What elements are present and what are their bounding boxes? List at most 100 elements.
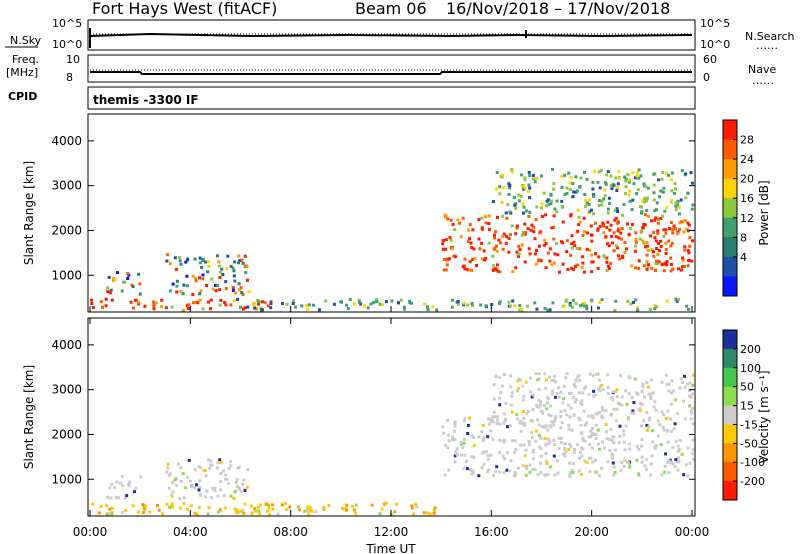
velocity-echo-cell xyxy=(394,502,398,506)
power-echo-cell xyxy=(664,228,668,232)
power-echo-cell xyxy=(201,277,205,281)
power-echo-cell xyxy=(487,228,491,232)
power-echo-cell xyxy=(654,208,658,212)
power-echo-cell xyxy=(445,258,449,262)
power-echo-cell xyxy=(583,193,587,196)
power-echo-cell xyxy=(466,240,470,244)
velocity-echo-cell xyxy=(531,468,535,471)
velocity-echo-cell xyxy=(606,373,610,377)
velocity-echo-cell xyxy=(582,439,586,442)
power-echo-cell xyxy=(206,270,210,274)
power-echo-cell xyxy=(650,266,654,270)
velocity-echo-cell xyxy=(174,483,178,487)
power-echo-cell xyxy=(410,301,413,305)
power-echo-cell xyxy=(605,269,609,272)
velocity-echo-cell xyxy=(378,512,382,516)
velocity-echo-cell xyxy=(468,416,472,420)
power-echo-cell xyxy=(670,171,674,175)
velocity-echo-cell xyxy=(105,504,109,508)
velocity-echo-cell xyxy=(640,424,643,428)
power-echo-cell xyxy=(590,208,593,212)
power-echo-cell xyxy=(513,203,517,207)
velocity-echo-cell xyxy=(384,501,388,505)
velocity-echo-cell xyxy=(544,378,548,382)
power-echo-cell xyxy=(538,231,542,235)
velocity-echo-cell xyxy=(575,443,579,447)
power-echo-cell xyxy=(679,198,683,202)
power-echo-cell xyxy=(504,211,508,215)
velocity-echo-cell xyxy=(454,450,458,454)
velocity-echo-cell xyxy=(128,480,132,484)
power-echo-cell xyxy=(666,299,669,303)
power-echo-cell xyxy=(670,189,674,193)
velocity-echo-cell xyxy=(632,401,636,405)
velocity-echo-cell xyxy=(234,480,238,484)
velocity-echo-cell xyxy=(674,398,678,402)
velocity-echo-cell xyxy=(660,473,664,477)
velocity-echo-cell xyxy=(598,474,602,478)
power-echo-cell xyxy=(177,255,181,259)
velocity-echo-cell xyxy=(472,470,476,474)
velocity-echo-cell xyxy=(298,508,301,512)
power-echo-cell xyxy=(635,174,639,178)
power-echo-cell xyxy=(646,265,650,269)
power-echo-cell xyxy=(534,218,538,221)
velocity-echo-cell xyxy=(504,402,508,405)
power-echo-cell xyxy=(528,174,532,177)
power-echo-cell xyxy=(636,188,640,192)
velocity-echo-cell xyxy=(268,512,272,516)
velocity-echo-cell xyxy=(257,509,261,513)
velocity-echo-cell xyxy=(550,379,554,382)
velocity-echo-cell xyxy=(131,504,135,508)
velocity-echo-cell xyxy=(447,468,451,472)
colorbar-swatch xyxy=(723,120,737,141)
power-echo-cell xyxy=(542,191,546,195)
power-echo-cell xyxy=(613,218,617,222)
velocity-echo-cell xyxy=(595,372,598,376)
velocity-echo-cell xyxy=(666,459,670,462)
y-tick-label: 2000 xyxy=(51,223,82,237)
velocity-echo-cell xyxy=(470,434,474,438)
velocity-echo-cell xyxy=(216,494,220,498)
power-echo-cell xyxy=(618,257,622,261)
power-echo-cell xyxy=(564,299,568,303)
velocity-echo-cell xyxy=(578,379,582,383)
velocity-echo-cell xyxy=(611,453,615,457)
velocity-echo-cell xyxy=(552,374,556,378)
power-echo-cell xyxy=(537,244,541,248)
velocity-echo-cell xyxy=(539,403,543,407)
power-echo-cell xyxy=(517,199,521,203)
velocity-echo-cell xyxy=(199,494,203,498)
velocity-echo-cell xyxy=(562,384,566,388)
velocity-echo-cell xyxy=(503,457,506,461)
power-echo-cell xyxy=(613,208,617,212)
power-echo-cell xyxy=(670,241,674,245)
power-echo-cell xyxy=(578,220,582,224)
power-echo-cell xyxy=(507,250,511,254)
power-echo-cell xyxy=(211,287,215,291)
power-echo-cell xyxy=(218,270,222,274)
velocity-echo-cell xyxy=(203,469,207,472)
velocity-echo-cell xyxy=(644,458,648,462)
velocity-echo-cell xyxy=(239,490,243,494)
velocity-echo-cell xyxy=(610,456,614,460)
colorbar-tick-label: 50 xyxy=(740,381,754,394)
velocity-echo-cell xyxy=(245,485,249,489)
power-echo-cell xyxy=(623,175,627,179)
power-echo-cell xyxy=(631,170,635,174)
power-echo-cell xyxy=(523,178,527,182)
velocity-echo-cell xyxy=(534,372,538,376)
velocity-echo-cell xyxy=(121,484,125,488)
power-echo-cell xyxy=(616,186,620,190)
power-echo-cell xyxy=(458,221,462,225)
velocity-echo-cell xyxy=(519,429,523,433)
velocity-echo-cell xyxy=(651,440,655,444)
power-echo-cell xyxy=(668,227,672,230)
power-echo-cell xyxy=(451,298,455,302)
velocity-echo-cell xyxy=(257,512,261,516)
velocity-echo-cell xyxy=(410,504,414,508)
velocity-echo-cell xyxy=(224,473,228,477)
power-echo-cell xyxy=(593,170,597,173)
power-echo-cell xyxy=(233,260,237,264)
